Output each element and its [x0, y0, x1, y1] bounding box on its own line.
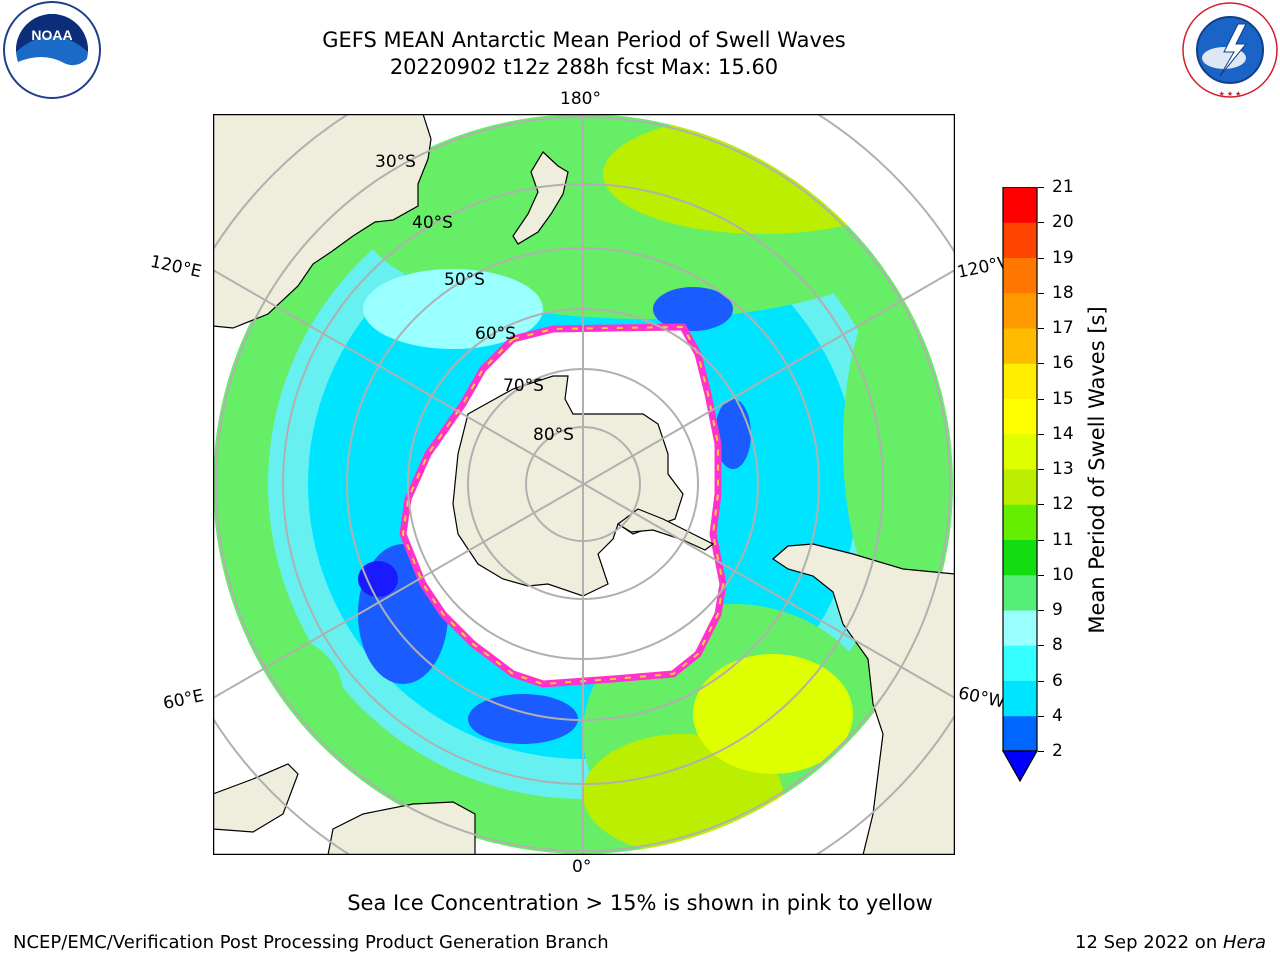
- colorbar-tick-mark: [1038, 504, 1044, 506]
- colorbar-segment: [1003, 469, 1037, 505]
- colorbar-tick-mark: [1038, 680, 1044, 682]
- colorbar-segment: [1003, 328, 1037, 364]
- noaa-logo-text: NOAA: [31, 27, 72, 43]
- lon-label-60e: 60°E: [161, 685, 206, 715]
- colorbar-tick-label: 15: [1052, 388, 1074, 409]
- colorbar-tick-mark: [1038, 469, 1044, 470]
- colorbar-segment: [1003, 363, 1037, 399]
- colorbar-segment: [1003, 645, 1037, 681]
- colorbar-segment: [1003, 574, 1037, 611]
- colorbar-tick-mark: [1038, 328, 1044, 329]
- colorbar-segment: [1003, 539, 1037, 576]
- new-zealand: [512, 151, 569, 245]
- colorbar-tick-label: 21: [1052, 177, 1074, 197]
- lat-label-70s: 70°S: [503, 376, 544, 396]
- colorbar-tick-mark: [1038, 363, 1044, 365]
- colorbar-tick-mark: [1038, 715, 1044, 717]
- lat-label-30s: 30°S: [375, 152, 416, 172]
- colorbar-segment: [1003, 257, 1037, 294]
- svg-text:★ ★ ★: ★ ★ ★: [1219, 90, 1242, 98]
- colorbar-tick-label: 9: [1052, 600, 1063, 620]
- colorbar-label: Mean Period of Swell Waves [s]: [1085, 306, 1109, 634]
- colorbar-extend-triangle: [1001, 750, 1039, 783]
- footer-host: Hera: [1222, 932, 1266, 953]
- africa-landmass: [327, 801, 476, 855]
- graticule: [213, 114, 955, 855]
- colorbar-tick-label: 11: [1052, 529, 1074, 550]
- colorbar-tick-label: 13: [1052, 459, 1074, 479]
- colorbar-tick-mark: [1038, 574, 1044, 576]
- footer-right: 12 Sep 2022 on Hera: [1075, 932, 1266, 953]
- colorbar-tick-mark: [1038, 222, 1044, 224]
- lon-label-120e: 120°E: [148, 251, 204, 283]
- colorbar-segment: [1003, 680, 1037, 717]
- colorbar-segment: [1003, 715, 1037, 752]
- lat-label-80s: 80°S: [533, 425, 574, 445]
- lon-label-60w: 60°W: [956, 683, 1007, 713]
- colorbar-tick-label: 2: [1052, 741, 1063, 761]
- lat-label-40s: 40°S: [412, 213, 453, 233]
- sea-ice-note: Sea Ice Concentration > 15% is shown in …: [347, 891, 933, 915]
- colorbar-segment: [1003, 187, 1037, 223]
- colorbar-tick-label: 20: [1052, 212, 1074, 233]
- map-title: GEFS MEAN Antarctic Mean Period of Swell…: [322, 28, 846, 52]
- colorbar-tick-mark: [1038, 433, 1044, 435]
- lat-label-60s: 60°S: [475, 324, 516, 344]
- colorbar-tick-label: 14: [1052, 423, 1074, 444]
- colorbar-tick-mark: [1038, 645, 1044, 647]
- colorbar-segment: [1003, 433, 1037, 470]
- colorbar-tick-mark: [1038, 187, 1044, 188]
- colorbar-segment: [1003, 610, 1037, 646]
- colorbar-segment: [1003, 292, 1037, 329]
- colorbar-tick-label: 6: [1052, 670, 1063, 691]
- colorbar-tick-mark: [1038, 292, 1044, 294]
- colorbar-tick-label: 18: [1052, 282, 1074, 303]
- footer-date: 12 Sep 2022 on: [1075, 932, 1223, 953]
- colorbar-tick-label: 8: [1052, 635, 1063, 656]
- lon-label-0: 0°: [572, 857, 592, 877]
- noaa-logo: NOAA: [2, 0, 102, 100]
- colorbar-tick-mark: [1038, 398, 1044, 400]
- colorbar-tick-mark: [1038, 257, 1044, 259]
- antarctic-peninsula: [616, 508, 715, 551]
- colorbar-segment: [1003, 222, 1037, 258]
- map-panel: 30°S 40°S 50°S 60°S 70°S 80°S: [213, 114, 955, 855]
- madagascar: [213, 763, 299, 833]
- colorbar-tick-label: 4: [1052, 705, 1063, 726]
- australia-landmass: [213, 114, 432, 329]
- colorbar-tick-mark: [1038, 539, 1044, 541]
- nws-logo: ★ ★ ★: [1180, 0, 1280, 100]
- colorbar-segment: [1003, 504, 1037, 540]
- colorbar-tick-mark: [1038, 610, 1044, 611]
- colorbar-tick-label: 12: [1052, 494, 1074, 515]
- antarctica-landmass: [452, 375, 684, 597]
- colorbar-segment: [1003, 398, 1037, 435]
- colorbar-tick-label: 10: [1052, 564, 1074, 585]
- footer-left: NCEP/EMC/Verification Post Processing Pr…: [13, 932, 609, 953]
- colorbar-tick-mark: [1038, 751, 1044, 752]
- colorbar-tick-label: 17: [1052, 318, 1074, 338]
- colorbar-frame: [1002, 186, 1038, 752]
- colorbar-tick-label: 19: [1052, 247, 1074, 268]
- lon-label-180: 180°: [560, 89, 601, 109]
- colorbar-tick-label: 16: [1052, 353, 1074, 374]
- lat-label-50s: 50°S: [444, 270, 485, 290]
- map-subtitle: 20220902 t12z 288h fcst Max: 15.60: [389, 55, 779, 79]
- colorbar: [1000, 186, 1040, 787]
